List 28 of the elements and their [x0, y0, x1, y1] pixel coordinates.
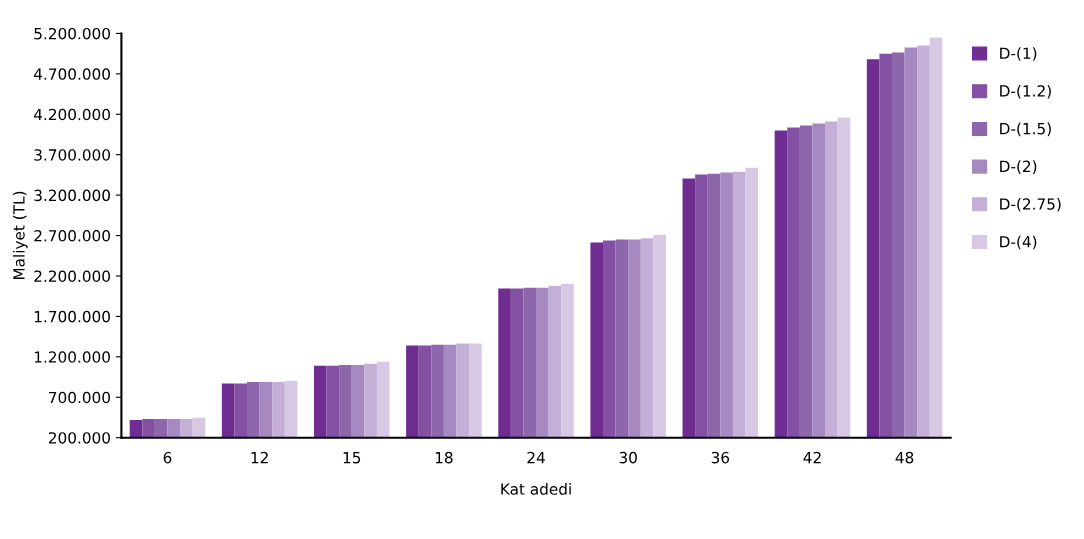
- y-tick-label: 200.000: [48, 432, 110, 444]
- y-tick-label: 3.700.000: [34, 149, 110, 161]
- y-tick-label: 4.700.000: [33, 68, 110, 80]
- y-tick-label: 2.700.000: [34, 230, 110, 242]
- y-tick-label: 5.200.000: [34, 27, 110, 40]
- y-axis-title: Maliyet (TL): [12, 191, 28, 280]
- y-tick-label: 1.700.000: [34, 310, 110, 323]
- x-tick-label: 15: [343, 452, 361, 464]
- x-tick-label: 48: [895, 451, 914, 464]
- x-axis-title: Kat adedi: [501, 483, 571, 495]
- y-tick-label: 3.200.000: [34, 189, 110, 202]
- x-tick-label: 30: [619, 451, 637, 464]
- legend-label: D-(4): [1000, 235, 1037, 250]
- legend-label: D-(1.5): [1000, 122, 1051, 137]
- x-tick-label: 12: [251, 451, 268, 464]
- x-tick-label: 36: [711, 451, 730, 464]
- y-tick-label: 2.200.000: [34, 270, 110, 282]
- x-tick-label: 18: [435, 451, 453, 464]
- x-tick-label: 6: [163, 451, 172, 464]
- legend-label: D-(2.75): [1000, 198, 1061, 212]
- y-tick-label: 4.200.000: [33, 108, 110, 121]
- legend-label: D-(2): [1000, 160, 1037, 174]
- y-tick-label: 700.000: [49, 391, 110, 404]
- x-tick-label: 24: [527, 451, 545, 464]
- legend-label: D-(1): [1000, 47, 1037, 61]
- legend-label: D-(1.2): [1000, 84, 1051, 99]
- y-tick-label: 1.200.000: [34, 351, 110, 363]
- x-tick-label: 42: [803, 451, 821, 464]
